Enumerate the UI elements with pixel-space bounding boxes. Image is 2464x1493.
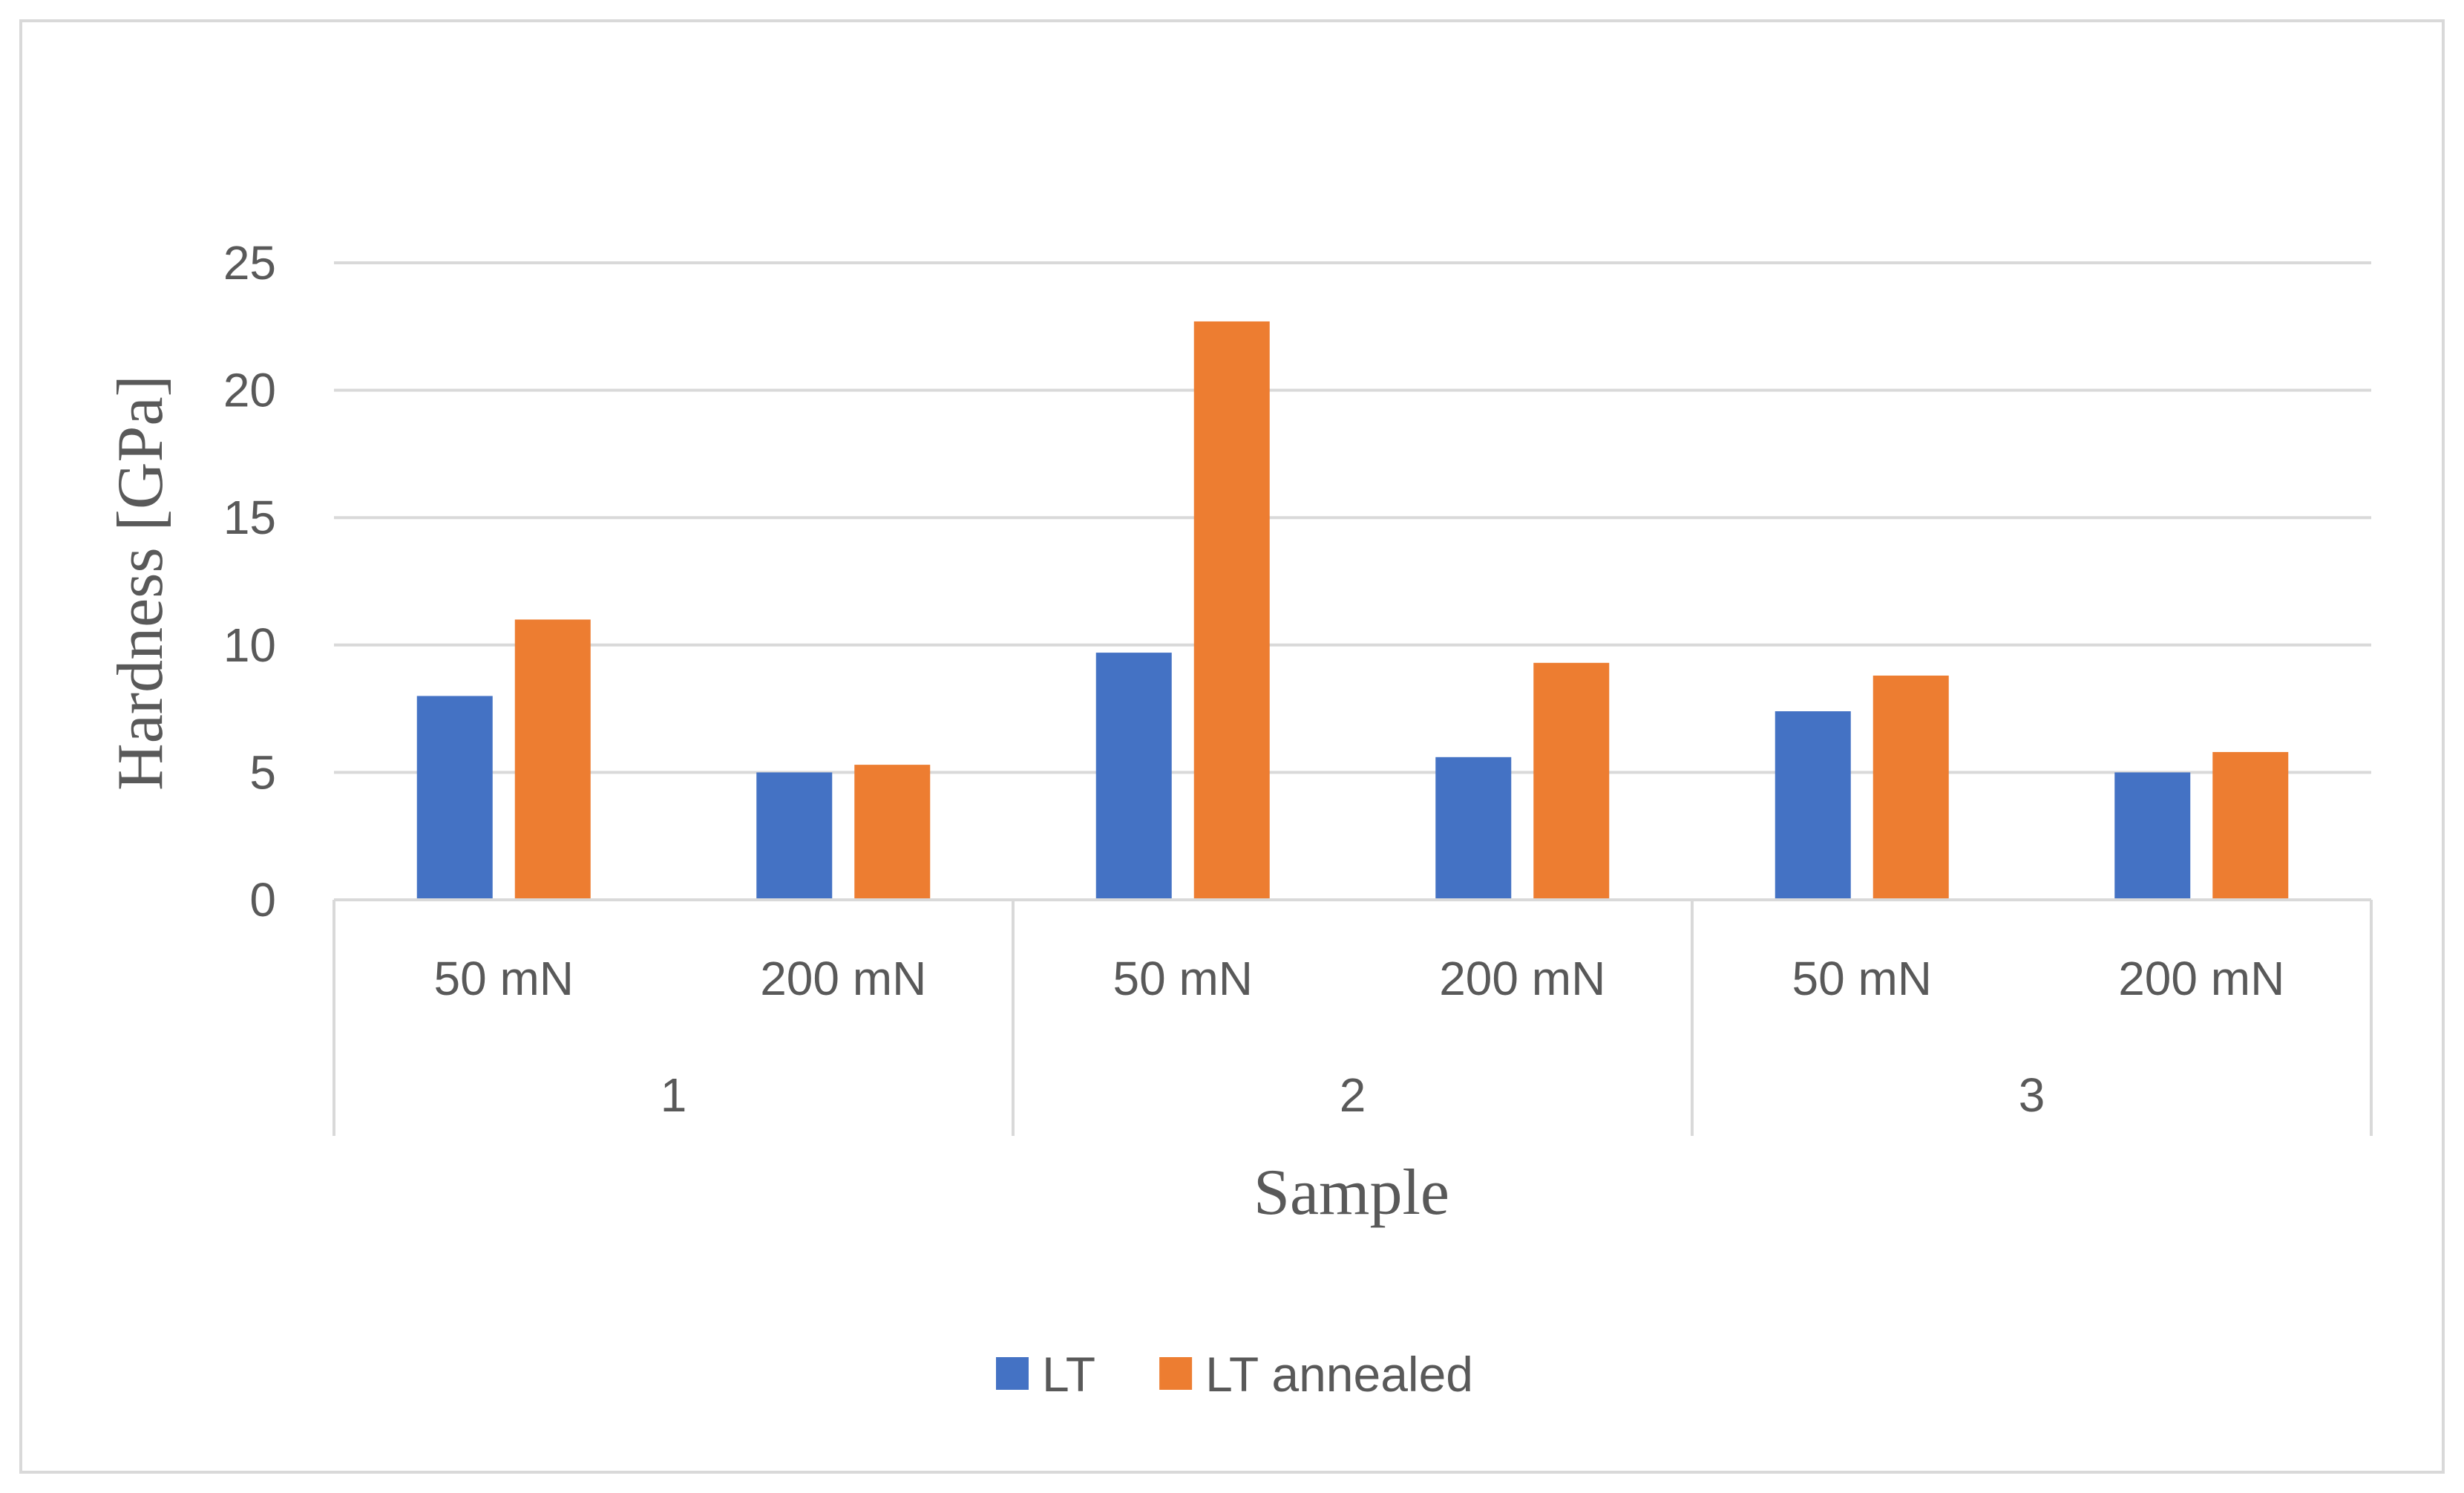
x-category-label: 50 mN (434, 952, 574, 1005)
bar-lt (1435, 757, 1512, 900)
y-tick-label: 15 (223, 491, 276, 544)
legend: LT LT annealed (996, 1347, 1473, 1402)
x-category-label: 200 mN (760, 952, 926, 1005)
bar-lt-annealed (514, 619, 591, 900)
legend-label-lt: LT (1042, 1347, 1095, 1402)
bar-lt-annealed (1533, 662, 1610, 900)
y-tick-label: 10 (223, 618, 276, 672)
x-group-label: 1 (661, 1068, 687, 1122)
y-tick-label: 5 (249, 745, 276, 799)
legend-swatch-lt (996, 1357, 1029, 1390)
x-group-label: 3 (2019, 1068, 2045, 1122)
bar-lt-annealed (1872, 675, 1949, 900)
legend-swatch-lt-annealed (1159, 1357, 1193, 1390)
x-category-label: 200 mN (2118, 952, 2284, 1005)
x-group-label: 2 (1340, 1068, 1366, 1122)
bar-lt (1095, 653, 1172, 900)
bar-lt (2114, 772, 2191, 900)
x-axis-title: Sample (1254, 1157, 1449, 1229)
bar-lt (1775, 711, 1851, 900)
x-category-label: 200 mN (1439, 952, 1605, 1005)
bar-lt (756, 772, 833, 900)
bar-lt-annealed (1193, 321, 1270, 900)
x-category-label: 50 mN (1792, 952, 1933, 1005)
y-axis-title: Hardness [GPa] (105, 375, 177, 791)
y-tick-label: 25 (223, 236, 276, 290)
y-tick-label: 20 (223, 364, 276, 417)
legend-label-lt-annealed: LT annealed (1205, 1347, 1473, 1402)
y-tick-label: 0 (249, 873, 276, 927)
bar-lt-annealed (2212, 751, 2289, 900)
x-category-label: 50 mN (1113, 952, 1254, 1005)
bar-lt-annealed (854, 765, 931, 900)
bar-lt (416, 696, 493, 900)
